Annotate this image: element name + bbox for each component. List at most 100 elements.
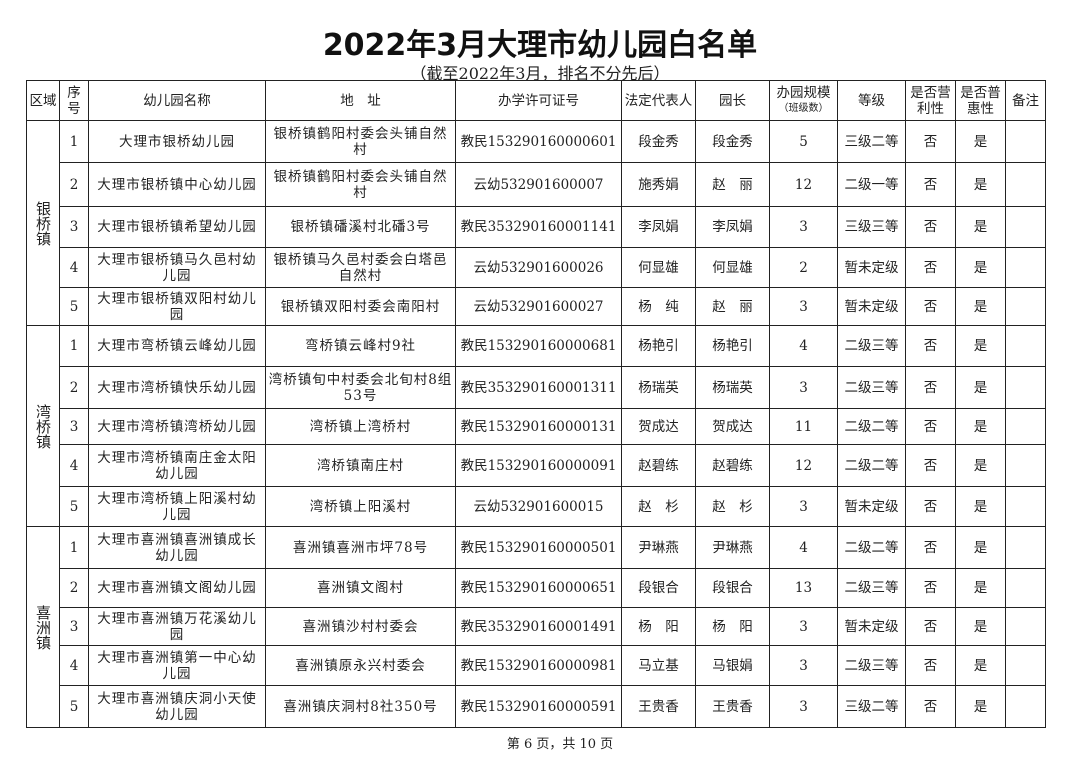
header-region: 区域 [26, 80, 60, 121]
scale-cell: 13 [769, 568, 838, 608]
for-profit-cell: 否 [905, 325, 956, 367]
principal-cell: 赵 杉 [695, 486, 770, 527]
seq-cell: 3 [59, 607, 89, 646]
name-cell: 大理市湾桥镇湾桥幼儿园 [88, 408, 266, 445]
inclusive-cell: 是 [955, 444, 1006, 487]
scale-cell: 12 [769, 162, 838, 207]
header-grade: 等级 [837, 80, 906, 121]
name-cell: 大理市喜洲镇庆洞小天使幼儿园 [88, 685, 266, 728]
seq-cell: 2 [59, 366, 89, 409]
inclusive-cell: 是 [955, 366, 1006, 409]
principal-cell: 杨艳引 [695, 325, 770, 367]
remark-cell [1005, 568, 1046, 608]
table-row: 4 大理市喜洲镇第一中心幼儿园 喜洲镇原永兴村委会 教民153290160000981… [27, 645, 1046, 686]
inclusive-cell: 是 [955, 287, 1006, 326]
seq-cell: 5 [59, 685, 89, 728]
seq-cell: 2 [59, 162, 89, 207]
principal-cell: 何显雄 [695, 247, 770, 288]
seq-cell: 3 [59, 206, 89, 248]
remark-cell [1005, 444, 1046, 487]
name-cell: 大理市银桥幼儿园 [88, 120, 266, 163]
license-cell: 云幼532901600007 [455, 162, 622, 207]
inclusive-cell: 是 [955, 685, 1006, 728]
principal-cell: 李凤娟 [695, 206, 770, 248]
address-cell: 喜洲镇沙村村委会 [265, 607, 456, 646]
license-cell: 教民153290160000591 [455, 685, 622, 728]
principal-cell: 赵 丽 [695, 162, 770, 207]
remark-cell [1005, 162, 1046, 207]
legal-rep-cell: 赵碧练 [621, 444, 696, 487]
remark-cell [1005, 408, 1046, 445]
seq-cell: 4 [59, 444, 89, 487]
principal-cell: 赵 丽 [695, 287, 770, 326]
license-cell: 教民153290160000131 [455, 408, 622, 445]
region-cell: 喜洲镇 [26, 526, 60, 728]
scale-cell: 3 [769, 645, 838, 686]
scale-cell: 5 [769, 120, 838, 163]
license-cell: 教民153290160000981 [455, 645, 622, 686]
seq-cell: 1 [59, 120, 89, 163]
table-row: 3 大理市湾桥镇湾桥幼儿园 湾桥镇上湾桥村 教民153290160000131 贺成达贺… [27, 408, 1046, 445]
address-cell: 银桥镇磻溪村北磻3号 [265, 206, 456, 248]
legal-rep-cell: 段银合 [621, 568, 696, 608]
address-cell: 喜洲镇喜洲市坪78号 [265, 526, 456, 569]
header-seq: 序号 [59, 80, 89, 121]
table-row: 2 大理市湾桥镇快乐幼儿园 湾桥镇旬中村委会北旬村8组53号 教民3532901600… [27, 366, 1046, 409]
for-profit-cell: 否 [905, 120, 956, 163]
inclusive-cell: 是 [955, 162, 1006, 207]
name-cell: 大理市喜洲镇万花溪幼儿园 [88, 607, 266, 646]
scale-cell: 3 [769, 206, 838, 248]
seq-cell: 2 [59, 568, 89, 608]
for-profit-cell: 否 [905, 486, 956, 527]
remark-cell [1005, 486, 1046, 527]
scale-cell: 3 [769, 685, 838, 728]
grade-cell: 二级一等 [837, 162, 906, 207]
grade-cell: 二级三等 [837, 568, 906, 608]
table-row: 湾桥镇 1 大理市弯桥镇云峰幼儿园 弯桥镇云峰村9社 教民153290160000681… [26, 325, 1046, 527]
scale-cell: 4 [769, 325, 838, 367]
remark-cell [1005, 325, 1046, 367]
license-cell: 云幼532901600027 [455, 287, 622, 326]
grade-cell: 三级二等 [837, 120, 906, 163]
header-row: 区域 序号 幼儿园名称 地 址 办学许可证号 法定代表人 园长 办园规模 （班级数… [26, 80, 1046, 121]
remark-cell [1005, 120, 1046, 163]
inclusive-cell: 是 [955, 607, 1006, 646]
legal-rep-cell: 何显雄 [621, 247, 696, 288]
remark-cell [1005, 645, 1046, 686]
grade-cell: 三级三等 [837, 206, 906, 248]
table-row: 5 大理市喜洲镇庆洞小天使幼儿园 喜洲镇庆洞村8社350号 教民15329016000… [27, 685, 1046, 728]
legal-rep-cell: 王贵香 [621, 685, 696, 728]
for-profit-cell: 否 [905, 444, 956, 487]
legal-rep-cell: 马立基 [621, 645, 696, 686]
seq-cell: 5 [59, 287, 89, 326]
scale-cell: 4 [769, 526, 838, 569]
name-cell: 大理市银桥镇希望幼儿园 [88, 206, 266, 248]
header-legal-rep: 法定代表人 [621, 80, 696, 121]
name-cell: 大理市湾桥镇上阳溪村幼儿园 [88, 486, 266, 527]
inclusive-cell: 是 [955, 645, 1006, 686]
grade-cell: 二级二等 [837, 526, 906, 569]
grade-cell: 暂未定级 [837, 486, 906, 527]
legal-rep-cell: 施秀娟 [621, 162, 696, 207]
header-name: 幼儿园名称 [88, 80, 266, 121]
address-cell: 喜洲镇庆洞村8社350号 [265, 685, 456, 728]
principal-cell: 王贵香 [695, 685, 770, 728]
license-cell: 教民353290160001141 [455, 206, 622, 248]
for-profit-cell: 否 [905, 607, 956, 646]
grade-cell: 三级二等 [837, 685, 906, 728]
header-license: 办学许可证号 [455, 80, 622, 121]
inclusive-cell: 是 [955, 325, 1006, 367]
region-cell: 银桥镇 [26, 120, 60, 326]
whitelist-table: 区域 序号 幼儿园名称 地 址 办学许可证号 法定代表人 园长 办园规模 （班级数… [26, 80, 1046, 728]
legal-rep-cell: 杨 阳 [621, 607, 696, 646]
legal-rep-cell: 李凤娟 [621, 206, 696, 248]
name-cell: 大理市银桥镇双阳村幼儿园 [88, 287, 266, 326]
seq-cell: 4 [59, 645, 89, 686]
name-cell: 大理市喜洲镇第一中心幼儿园 [88, 645, 266, 686]
page-subtitle: （截至2022年3月，排名不分先后） [410, 64, 670, 83]
inclusive-cell: 是 [955, 408, 1006, 445]
table-row: 4 大理市湾桥镇南庄金太阳幼儿园 湾桥镇南庄村 教民153290160000091 赵碧… [27, 444, 1046, 487]
for-profit-cell: 否 [905, 685, 956, 728]
scale-cell: 3 [769, 366, 838, 409]
license-cell: 教民153290160000091 [455, 444, 622, 487]
